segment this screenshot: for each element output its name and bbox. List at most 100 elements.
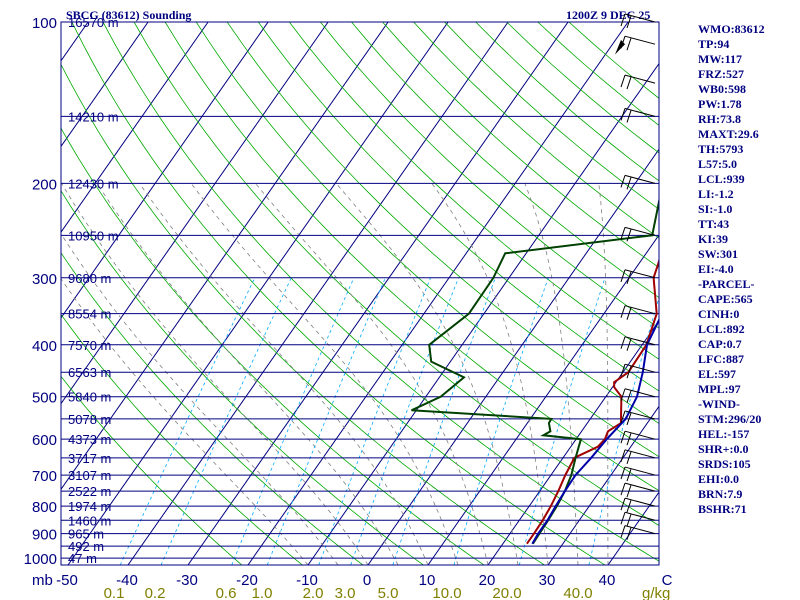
wind-barb-staff [624,13,656,23]
dry-adiabat-line [61,252,364,565]
wind-barb-staff [624,466,656,476]
height-label: 1974 m [68,499,111,514]
index-row: HEL:-157 [698,427,750,441]
wind-barb-flag [626,110,632,123]
isotherm-line [61,22,209,234]
pressure-tick-label: 400 [32,338,57,355]
pressure-unit-label: mb [32,572,53,589]
wind-barb-flag [626,366,632,379]
index-row: SRDS:105 [698,457,751,471]
mixing-ratio-line [318,277,431,565]
height-label: 14210 m [68,109,119,124]
temperature-tick-label: 30 [539,572,556,589]
wind-barb-staff [624,497,656,507]
index-row: TH:5793 [698,142,744,156]
temperature-tick-label: 10 [419,572,436,589]
wind-barb-flag [626,76,632,90]
wind-barb-flag [620,13,626,27]
wind-barb-staff [624,174,656,184]
moist-adiabat-line [96,183,399,565]
moist-adiabat-line [255,183,489,565]
dry-adiabat-line [195,22,659,458]
wind-barb-flag [626,514,632,527]
wind-barb-staff [624,269,656,279]
dry-adiabat-line [61,375,243,565]
wind-barb-flag [626,500,632,513]
isotherm-line [61,22,329,405]
wind-barb-flag [626,527,632,540]
dry-adiabat-line [226,22,659,424]
wind-barb-staff [624,410,656,420]
moist-adiabat-line [61,183,369,565]
wind-barb-staff [624,336,656,346]
index-row: -PARCEL- [698,277,755,291]
plot-frame [60,21,660,566]
index-row: L57:5.0 [698,157,737,171]
dry-adiabat-line [61,63,545,565]
mixing-ratio-tick-label: 40.0 [563,585,592,600]
wind-barb-flag [626,15,632,29]
wind-barb-flag [626,338,632,351]
pressure-tick-label: 600 [32,432,57,449]
pressure-tick-label: 1000 [24,551,57,568]
mixing-ratio-tick-label: 1.0 [252,585,273,600]
moist-adiabat-line [524,183,579,565]
mixing-ratio-line [588,296,659,565]
mixing-ratio-unit-label: g/kg [642,585,670,600]
wind-barb-flag [620,269,626,282]
height-label: 965 m [68,527,104,542]
wind-barb-flag [626,229,632,242]
wind-barb-staff [624,525,656,535]
wind-barb-flag [620,175,626,188]
mixing-ratio-line [392,277,496,565]
dry-adiabat-line [351,22,659,299]
wind-barb-flag [620,525,626,538]
moist-adiabat-line [139,183,429,565]
indices-panel: WMO:83612 TP:94 MW:117 FRZ:527 WB0:598 PW:1.7… [698,22,798,517]
wind-barb-flag [626,271,632,284]
isotherm-line [487,319,659,565]
index-row: EL:597 [698,367,737,381]
isotherm-line [61,22,149,148]
index-row: STM:296/20 [698,412,762,426]
mixing-ratio-tick-label: 0.1 [104,585,125,600]
temperature-tick-label: 0 [363,572,371,589]
temperature-tick-label: -30 [176,572,198,589]
wind-barb-staff [624,35,656,45]
wind-barb-flag [626,307,632,320]
wind-barb-staff [624,388,656,398]
index-row: LCL:939 [698,172,745,186]
dry-adiabat-line [164,22,659,492]
wind-barb-flag [620,431,626,444]
dry-adiabat-line [61,313,303,565]
wind-barb-staff [624,305,656,315]
temperature-tick-label: C [662,572,673,589]
index-row: EI:-4.0 [698,262,734,276]
height-label: 5840 m [68,390,111,405]
pressure-tick-label: 800 [32,499,57,516]
isotherm-line [0,22,28,565]
isotherm-line [67,22,449,565]
pressure-tick-label: 300 [32,271,57,288]
isotherm-line [247,22,629,565]
mixing-ratio-tick-label: 20.0 [492,585,521,600]
isotherm-line [547,405,659,565]
isotherm-line [127,22,509,565]
moist-adiabat-line [431,183,549,565]
index-row: PW:1.78 [698,97,742,111]
index-row: FRZ:527 [698,67,744,81]
wind-barb-staff [624,430,656,440]
dewpoint-profile [411,196,659,545]
wind-barb-staff [624,482,656,492]
pressure-tick-label: 700 [32,468,57,485]
mixing-ratio-line [518,277,606,565]
dry-adiabat-line [288,22,659,360]
wind-barb-flag [626,484,632,498]
mixing-ratio-line [266,277,386,565]
height-label: 492 m [68,539,104,554]
index-row: EHI:0.0 [698,472,740,486]
dry-adiabat-line [61,190,424,565]
height-label: 9680 m [68,271,111,286]
index-row: LCL:892 [698,322,745,336]
index-row: SI:-1.0 [698,202,733,216]
